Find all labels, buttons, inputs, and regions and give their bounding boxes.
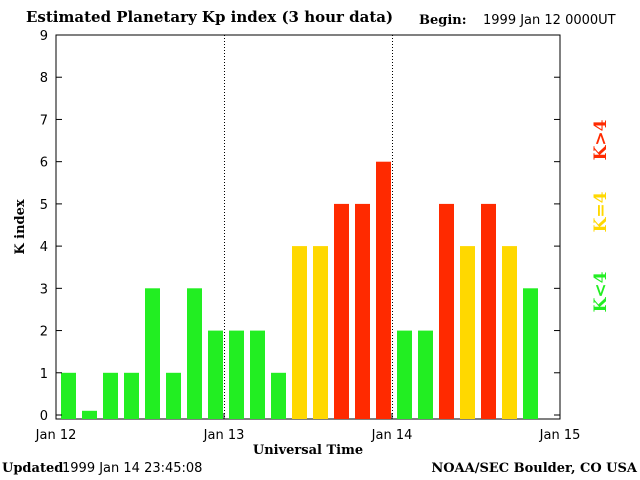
bar-7: [208, 330, 223, 419]
bar-18: [439, 203, 454, 419]
x-axis-title: Universal Time: [253, 443, 363, 458]
begin-value: 1999 Jan 12 0000UT: [483, 13, 616, 28]
plot-frame: [55, 34, 561, 420]
y-tick-label-9: 9: [40, 29, 48, 44]
bar-series: [61, 161, 538, 419]
day-dividers: [224, 35, 393, 419]
y-tick-label-1: 1: [40, 367, 48, 382]
y-tick-label-5: 5: [40, 198, 48, 213]
y-axis-title: K index: [13, 199, 28, 255]
bar-22: [523, 288, 538, 419]
bar-16: [397, 330, 412, 419]
x-tick-label-0: Jan 12: [35, 428, 77, 443]
y-tick-label-7: 7: [40, 113, 48, 128]
legend-item-mid: K=4: [591, 191, 611, 232]
bar-12: [313, 246, 328, 419]
bar-6: [187, 288, 202, 419]
bar-21: [502, 246, 517, 419]
credit-text: NOAA/SEC Boulder, CO USA: [431, 461, 637, 476]
y-tick-label-8: 8: [40, 71, 48, 86]
bar-14: [355, 203, 370, 419]
bar-13: [334, 203, 349, 419]
x-axis: Jan 12 Jan 13 Jan 14 Jan 15: [35, 413, 581, 443]
y-tick-label-4: 4: [40, 240, 48, 255]
legend: K<4 K=4 K>4: [591, 119, 611, 312]
bar-2: [103, 372, 118, 419]
bar-17: [418, 330, 433, 419]
legend-item-low: K<4: [591, 271, 611, 312]
x-tick-label-1: Jan 13: [203, 428, 245, 443]
bar-19: [460, 246, 475, 419]
y-axis: 0 1 2 3 4 5 6 7 8 9: [40, 29, 560, 424]
bar-3: [124, 372, 139, 419]
y-tick-label-3: 3: [40, 282, 48, 297]
updated-label: Updated: [2, 461, 64, 476]
chart-title: Estimated Planetary Kp index (3 hour dat…: [26, 8, 394, 26]
bar-4: [145, 288, 160, 419]
updated-value: 1999 Jan 14 23:45:08: [62, 461, 203, 476]
begin-label: Begin:: [419, 13, 467, 28]
y-tick-label-0: 0: [40, 409, 48, 424]
bar-8: [229, 330, 244, 419]
y-tick-label-2: 2: [40, 325, 48, 340]
bar-1: [82, 410, 97, 419]
legend-item-high: K>4: [591, 119, 611, 160]
x-tick-label-2: Jan 14: [371, 428, 413, 443]
bar-15: [376, 161, 391, 419]
bar-20: [481, 203, 496, 419]
bar-9: [250, 330, 265, 419]
y-tick-label-6: 6: [40, 156, 48, 171]
x-tick-label-3: Jan 15: [539, 428, 581, 443]
bar-11: [292, 246, 307, 419]
bar-10: [271, 372, 286, 419]
bar-5: [166, 372, 181, 419]
bar-0: [61, 372, 76, 419]
